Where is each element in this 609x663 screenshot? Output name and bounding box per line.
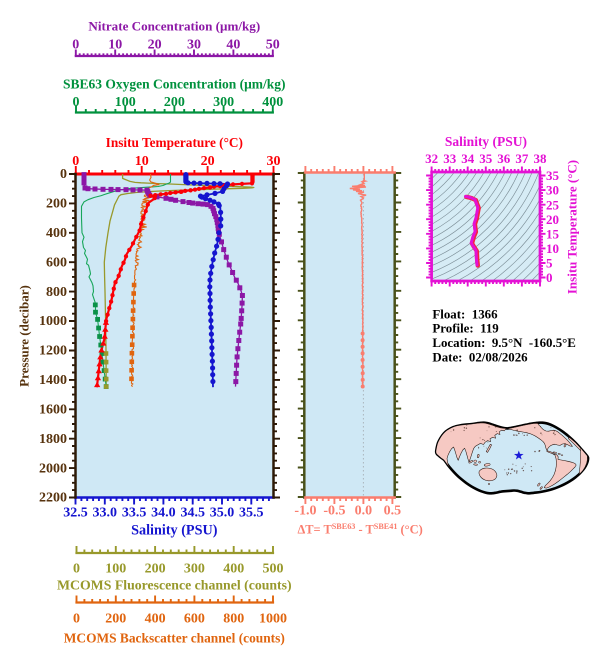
svg-text:33.0: 33.0 [93, 506, 118, 521]
svg-text:100: 100 [115, 95, 136, 110]
svg-text:800: 800 [46, 285, 67, 300]
svg-text:0.0: 0.0 [355, 504, 373, 519]
svg-text:800: 800 [223, 612, 244, 627]
svg-text:200: 200 [145, 562, 166, 577]
svg-text:1000: 1000 [259, 612, 287, 627]
svg-text:300: 300 [213, 95, 234, 110]
svg-text:30: 30 [267, 154, 281, 169]
svg-text:30: 30 [187, 38, 201, 53]
svg-text:200: 200 [105, 612, 126, 627]
svg-text:40: 40 [226, 38, 240, 53]
svg-text:32: 32 [425, 151, 438, 166]
svg-text:5: 5 [546, 256, 553, 271]
svg-text:ΔT= TSBE63 - TSBE41 (°C): ΔT= TSBE63 - TSBE41 (°C) [298, 522, 423, 537]
svg-text:10: 10 [546, 241, 559, 256]
svg-text:33.5: 33.5 [122, 506, 147, 521]
svg-text:Insitu Temperature (°C): Insitu Temperature (°C) [106, 135, 243, 150]
svg-text:10: 10 [108, 38, 122, 53]
svg-text:600: 600 [46, 255, 67, 270]
svg-text:37: 37 [515, 151, 529, 166]
svg-text:36: 36 [497, 151, 511, 166]
svg-text:15: 15 [546, 226, 560, 241]
svg-text:400: 400 [262, 95, 283, 110]
svg-text:20: 20 [201, 154, 215, 169]
svg-text:Float: 1366: Float: 1366 [432, 307, 498, 321]
svg-text:50: 50 [266, 38, 280, 53]
svg-text:1800: 1800 [39, 432, 67, 447]
svg-text:-1.0: -1.0 [294, 504, 316, 519]
svg-text:Date: 02/08/2026: Date: 02/08/2026 [432, 350, 528, 364]
svg-text:35: 35 [546, 168, 560, 183]
svg-text:20: 20 [546, 212, 559, 227]
svg-text:0: 0 [73, 612, 80, 627]
svg-text:35.5: 35.5 [239, 506, 264, 521]
svg-text:200: 200 [46, 197, 67, 212]
svg-text:1200: 1200 [39, 344, 67, 359]
svg-text:0: 0 [72, 154, 79, 169]
svg-text:Salinity (PSU): Salinity (PSU) [131, 523, 218, 539]
svg-text:35.0: 35.0 [210, 506, 235, 521]
svg-text:100: 100 [105, 562, 126, 577]
svg-text:2200: 2200 [39, 491, 67, 506]
svg-text:2000: 2000 [39, 461, 67, 476]
svg-text:Nitrate Concentration (μm/kg): Nitrate Concentration (μm/kg) [88, 19, 260, 34]
svg-text:30: 30 [546, 183, 559, 198]
svg-text:400: 400 [223, 562, 244, 577]
svg-text:0: 0 [73, 95, 80, 110]
svg-text:Pressure (decibar): Pressure (decibar) [17, 285, 32, 387]
svg-text:0: 0 [72, 38, 79, 53]
svg-text:400: 400 [145, 612, 166, 627]
svg-text:0: 0 [60, 167, 67, 182]
svg-text:34: 34 [461, 151, 475, 166]
svg-text:400: 400 [46, 226, 67, 241]
svg-text:Insitu Temperature (°C): Insitu Temperature (°C) [565, 160, 580, 294]
svg-text:MCOMS Backscatter channel (cou: MCOMS Backscatter channel (counts) [64, 631, 285, 646]
svg-text:10: 10 [135, 154, 149, 169]
svg-text:0: 0 [546, 270, 553, 285]
svg-text:SBE63 Oxygen Concentration (μm: SBE63 Oxygen Concentration (μm/kg) [63, 77, 286, 92]
svg-text:Profile: 119: Profile: 119 [432, 322, 498, 336]
svg-text:34.0: 34.0 [151, 506, 176, 521]
svg-text:MCOMS Fluorescence channel (co: MCOMS Fluorescence channel (counts) [57, 578, 292, 594]
svg-text:33: 33 [443, 151, 457, 166]
svg-text:20: 20 [148, 38, 162, 53]
svg-text:Location: 9.5°N -160.5°E: Location: 9.5°N -160.5°E [432, 336, 576, 350]
svg-text:-0.5: -0.5 [323, 504, 345, 519]
svg-text:0: 0 [73, 562, 80, 577]
svg-text:1600: 1600 [39, 403, 67, 418]
svg-text:0.5: 0.5 [384, 504, 402, 519]
svg-text:200: 200 [164, 95, 185, 110]
svg-text:300: 300 [184, 562, 205, 577]
svg-text:35: 35 [479, 151, 493, 166]
svg-text:600: 600 [184, 612, 205, 627]
svg-text:Salinity (PSU): Salinity (PSU) [445, 134, 527, 149]
svg-text:32.5: 32.5 [63, 506, 88, 521]
svg-text:38: 38 [534, 151, 548, 166]
svg-text:1000: 1000 [39, 314, 67, 329]
svg-text:34.5: 34.5 [180, 506, 205, 521]
svg-text:25: 25 [546, 197, 560, 212]
svg-text:500: 500 [263, 562, 284, 577]
svg-text:1400: 1400 [39, 373, 67, 388]
